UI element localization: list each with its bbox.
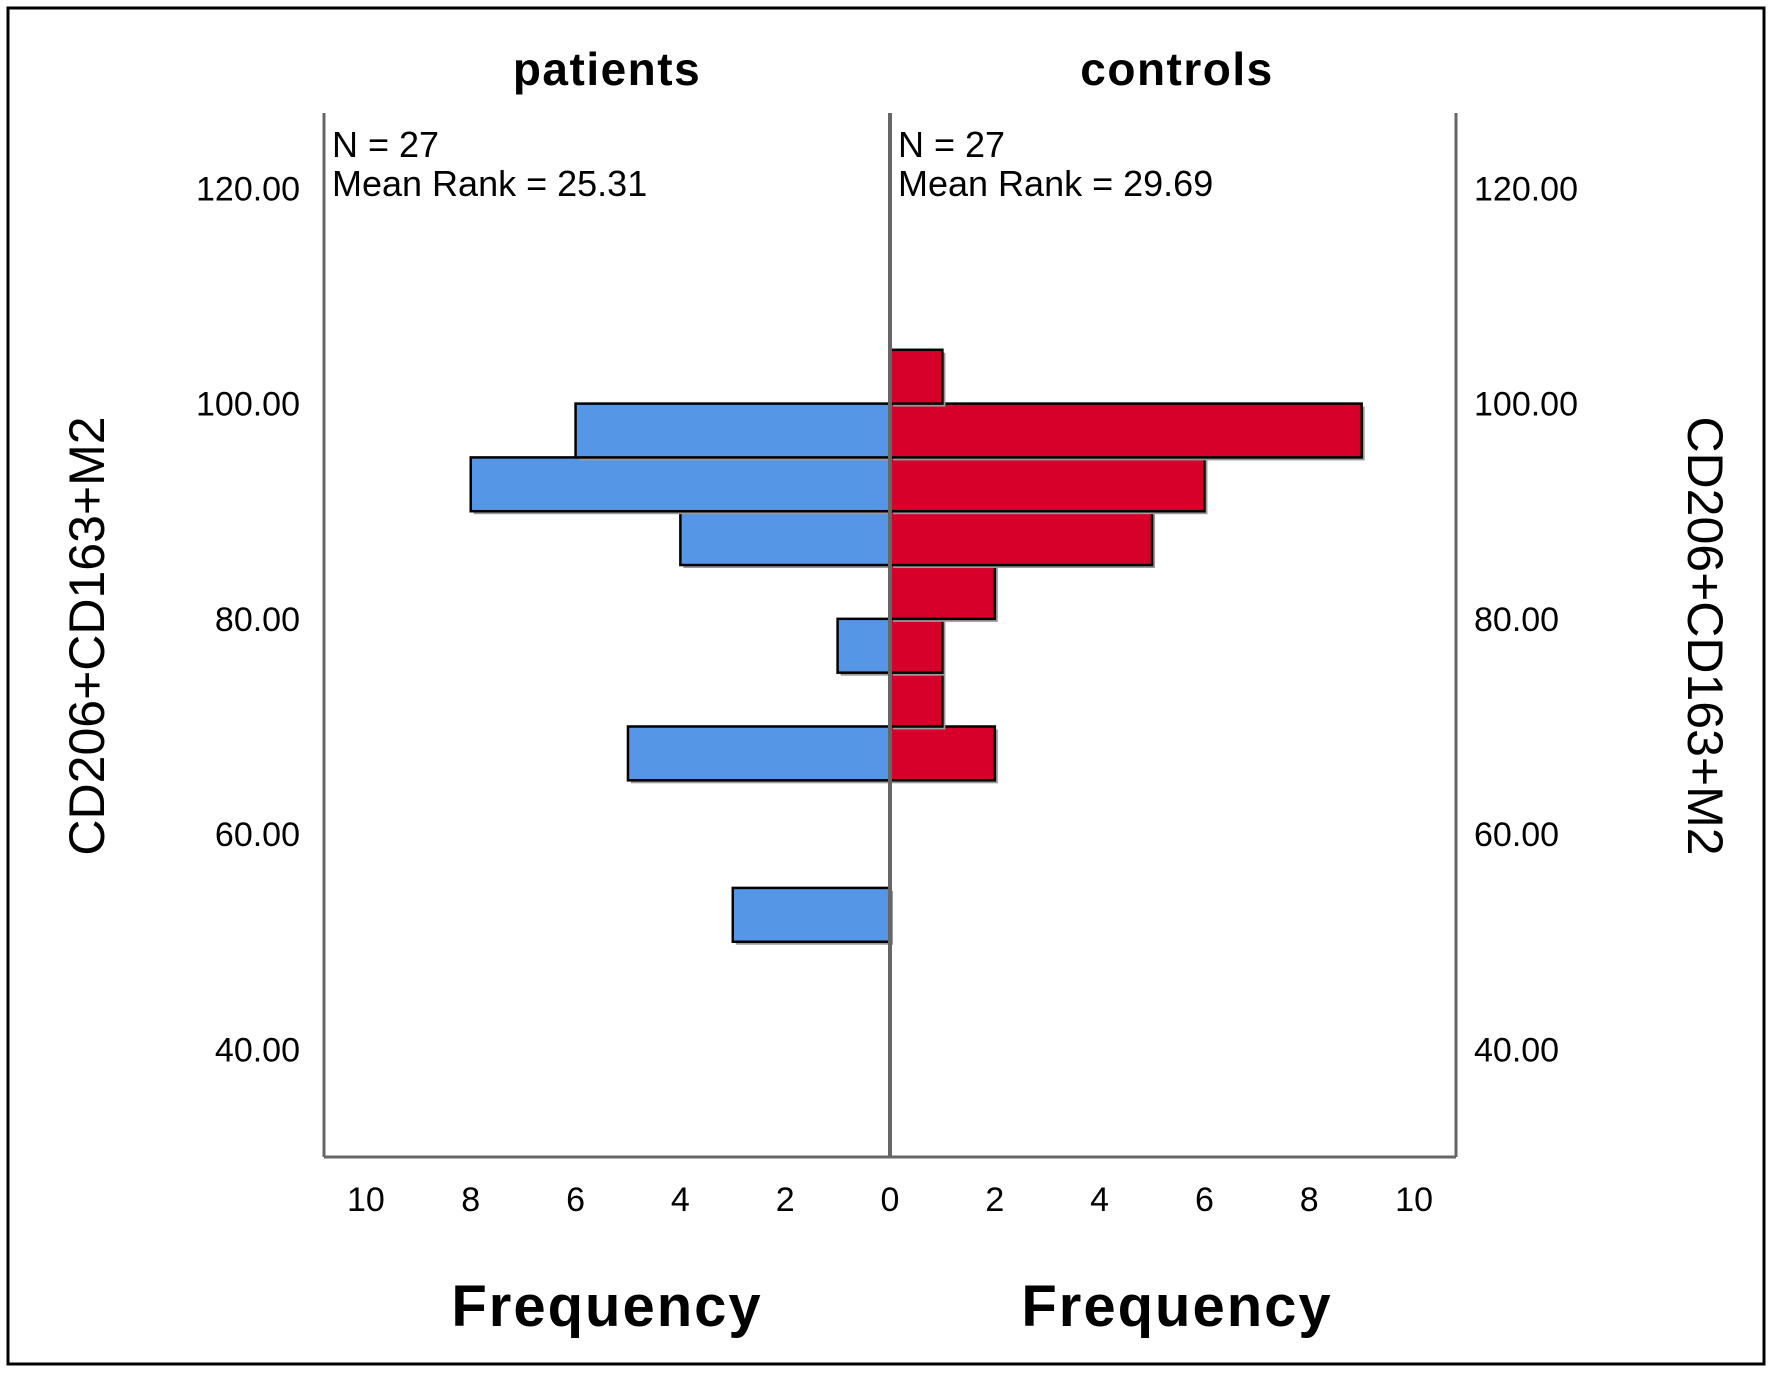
x-tick-label-left: 4 — [671, 1181, 690, 1219]
bar-right-95-100 — [888, 402, 1363, 459]
x-tick-label-right: 8 — [1300, 1181, 1319, 1219]
bar-right-80-85 — [888, 563, 997, 621]
bar-left-65-70 — [626, 725, 892, 782]
x-tick-label-right: 4 — [1090, 1181, 1109, 1219]
x-tick-label-left: 6 — [566, 1181, 585, 1219]
x-axis-label-left: Frequency — [451, 1274, 762, 1339]
bar-right-75-80 — [888, 617, 944, 674]
panel-title-patients: patients — [513, 43, 701, 95]
y-tick-label-right: 120.00 — [1474, 170, 1578, 208]
panel-title-controls: controls — [1080, 43, 1273, 95]
bar-right-100-105 — [888, 348, 944, 405]
x-tick-label-left: 2 — [776, 1181, 795, 1219]
x-tick-label-zero: 0 — [881, 1181, 900, 1219]
bar-right-90-95 — [888, 456, 1206, 513]
bar-left-50-55 — [731, 886, 892, 943]
axes-layer — [322, 113, 1458, 1159]
outer-border — [6, 6, 1766, 1366]
y-tick-label-right: 60.00 — [1474, 816, 1559, 854]
y-tick-label-left: 100.00 — [196, 386, 300, 424]
n-annotation: N = 27 — [332, 124, 439, 165]
x-axis-label-right: Frequency — [1021, 1274, 1332, 1339]
x-tick-label-left: 8 — [461, 1181, 480, 1219]
bars-layer — [469, 348, 1365, 945]
y-tick-label-right: 100.00 — [1474, 386, 1578, 424]
x-tick-label-right: 10 — [1395, 1181, 1433, 1219]
y-axis-label-left: CD206+CD163+M2 — [59, 416, 115, 855]
bar-right-70-75 — [888, 671, 944, 728]
y-tick-label-right: 40.00 — [1474, 1031, 1559, 1069]
y-tick-label-left: 120.00 — [196, 170, 300, 208]
bar-right-85-90 — [888, 509, 1154, 567]
text-layer: 40.00 40.00 60.00 60.00 80.00 80.00 100.00 100.… — [59, 43, 1733, 1339]
bar-left-85-90 — [679, 509, 892, 567]
y-axis-label-right: CD206+CD163+M2 — [1677, 416, 1733, 855]
y-tick-label-left: 40.00 — [215, 1031, 300, 1069]
bar-left-95-100 — [574, 402, 892, 459]
bar-right-65-70 — [888, 725, 997, 782]
x-tick-label-left: 10 — [347, 1181, 385, 1219]
y-tick-label-left: 80.00 — [215, 601, 300, 639]
y-tick-label-right: 80.00 — [1474, 601, 1559, 639]
n-annotation: N = 27 — [898, 124, 1005, 165]
mean-rank-annotation: Mean Rank = 25.31 — [332, 163, 647, 204]
y-tick-label-left: 60.00 — [215, 816, 300, 854]
bar-left-90-95 — [469, 456, 892, 513]
x-tick-label-right: 6 — [1195, 1181, 1214, 1219]
mean-rank-annotation: Mean Rank = 29.69 — [898, 163, 1213, 204]
bar-left-75-80 — [836, 617, 892, 674]
x-tick-label-right: 2 — [985, 1181, 1004, 1219]
